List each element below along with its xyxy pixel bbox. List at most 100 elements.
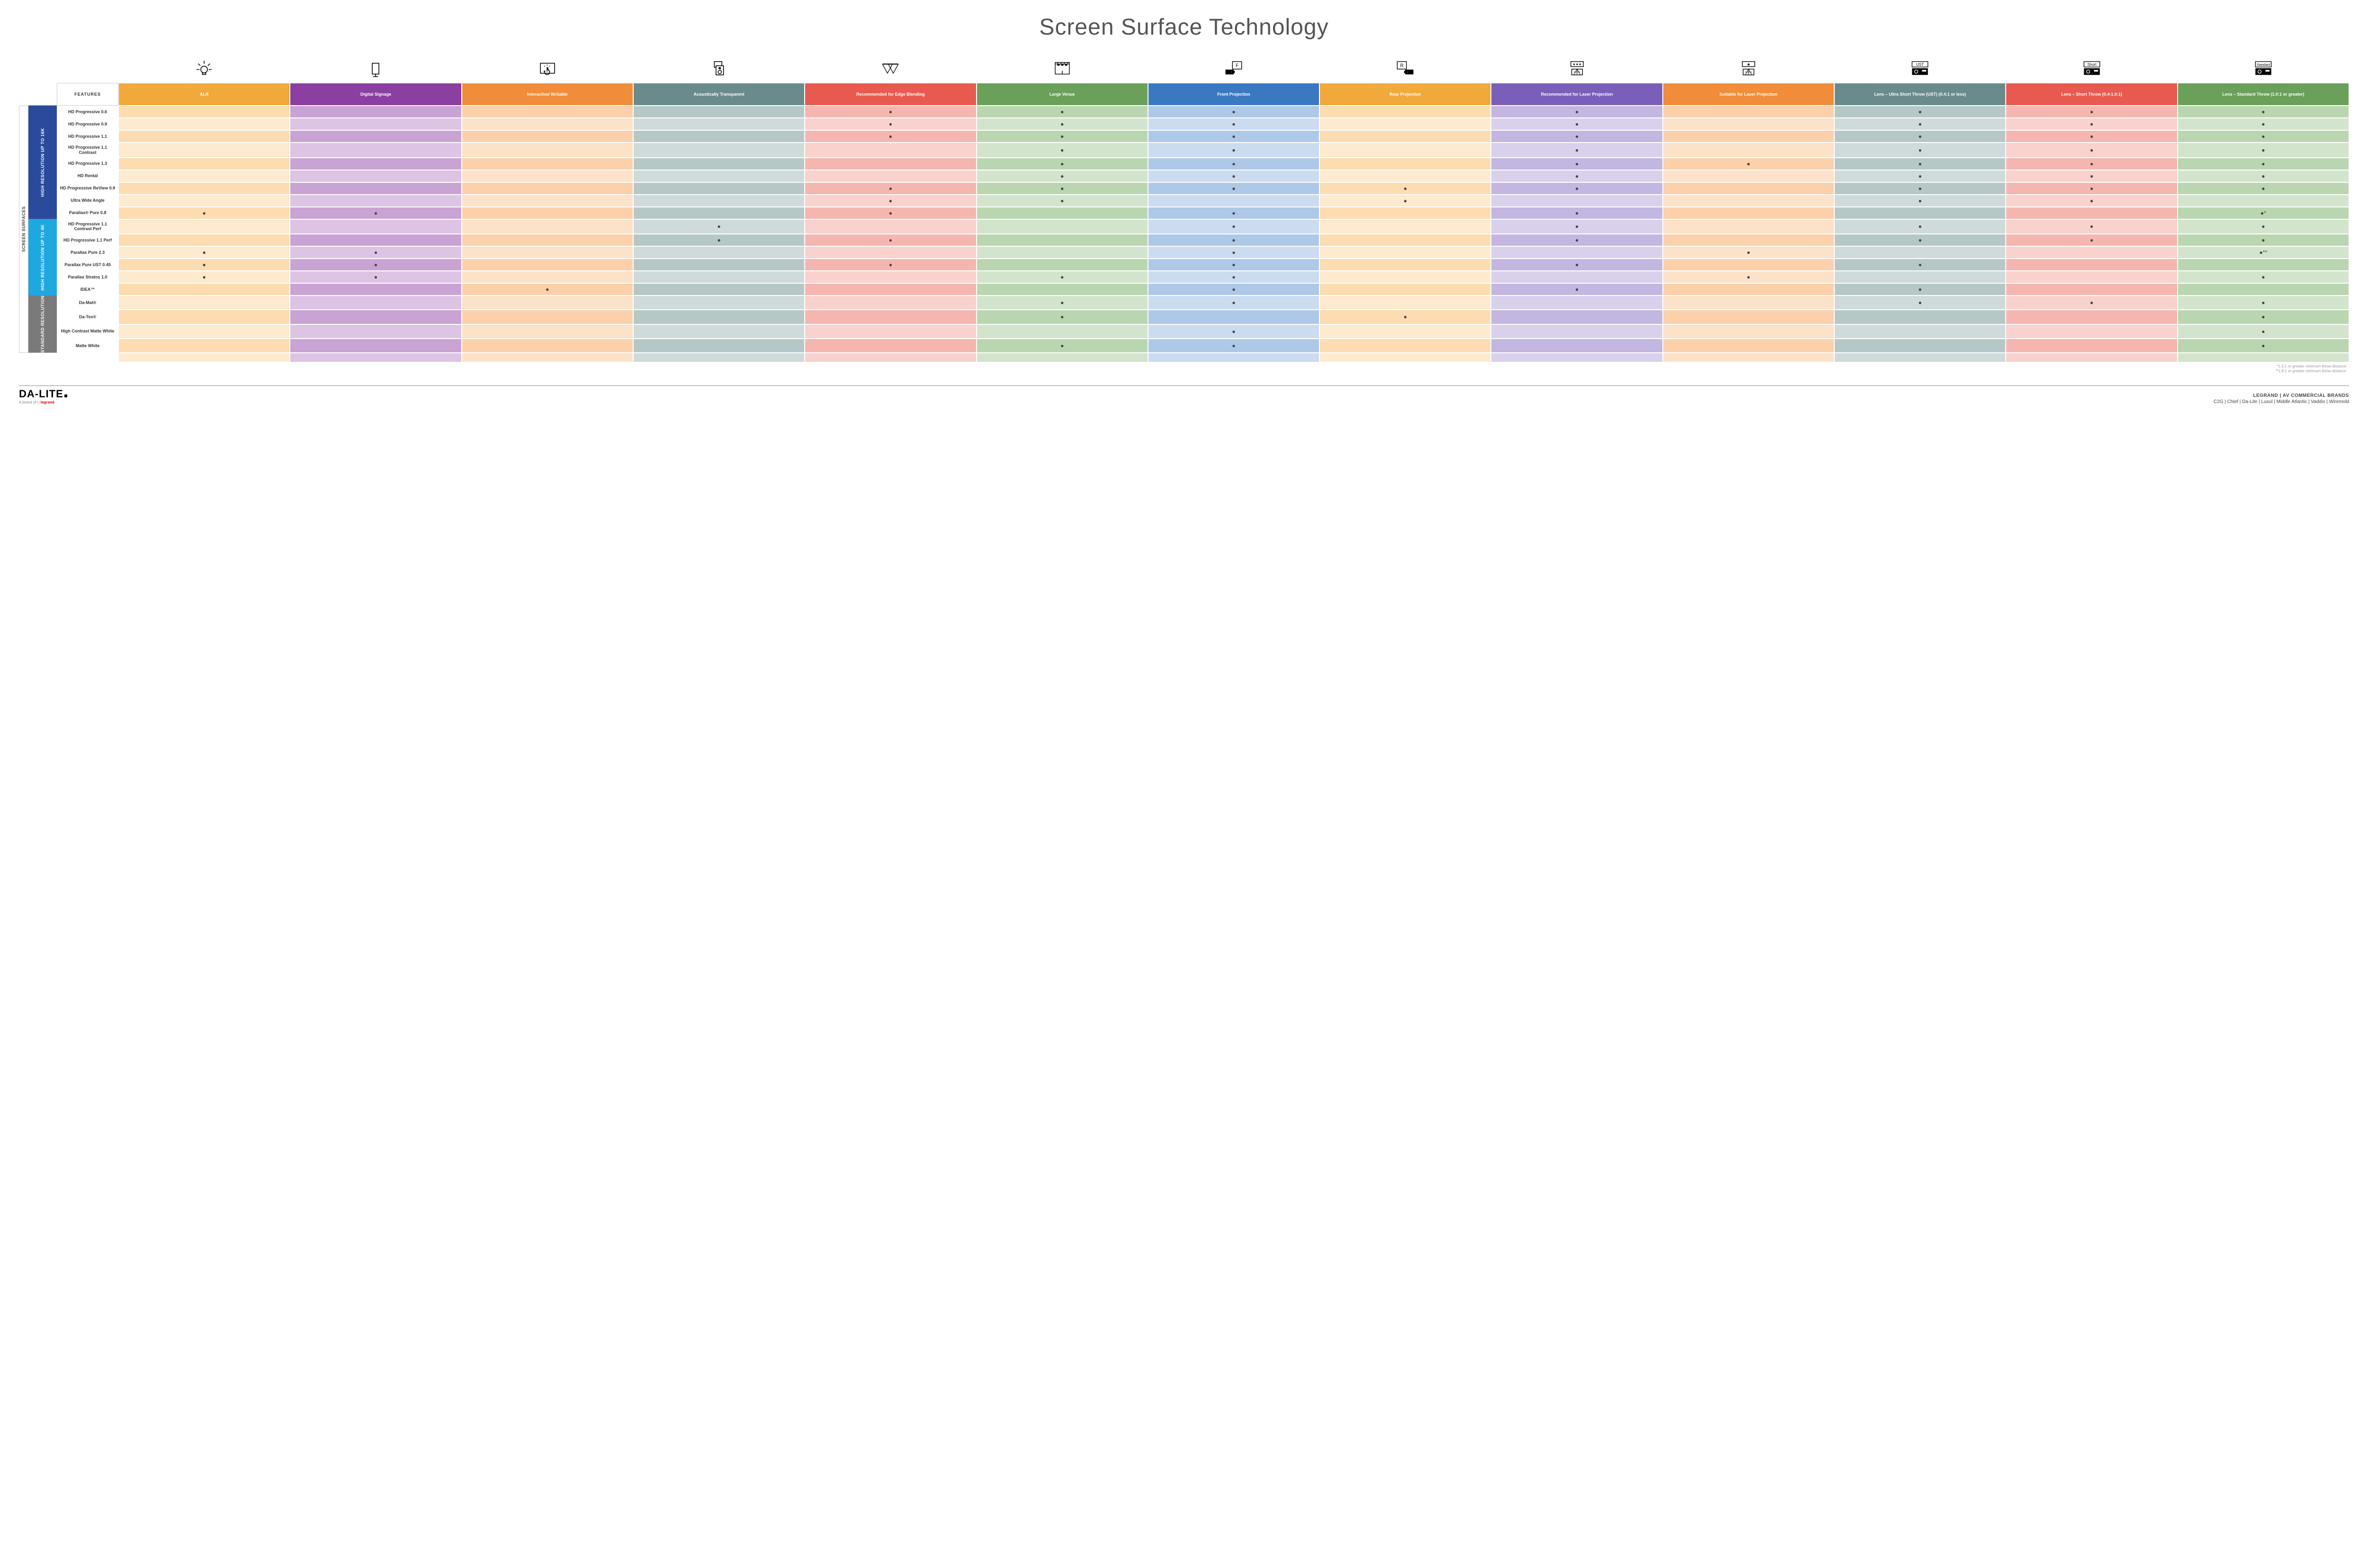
svg-text:★: ★ bbox=[1747, 62, 1750, 67]
svg-text:F: F bbox=[1236, 63, 1238, 68]
table-cell bbox=[1491, 339, 1662, 353]
table-cell bbox=[2006, 310, 2177, 324]
table-cell bbox=[1319, 353, 1491, 362]
table-cell: ● bbox=[2178, 324, 2349, 339]
table-cell bbox=[805, 143, 976, 158]
table-cell bbox=[633, 324, 805, 339]
column-icon bbox=[118, 54, 290, 83]
table-cell bbox=[977, 283, 1148, 296]
table-cell: ● bbox=[2178, 106, 2349, 118]
table-cell bbox=[290, 283, 461, 296]
table-cell bbox=[1491, 310, 1662, 324]
table-cell bbox=[2006, 324, 2177, 339]
table-cell bbox=[290, 234, 461, 246]
table-cell: ● bbox=[1834, 219, 2006, 234]
table-cell bbox=[290, 106, 461, 118]
table-cell: ● bbox=[1148, 118, 1319, 130]
table-cell bbox=[462, 310, 633, 324]
table-cell: ● bbox=[805, 259, 976, 271]
column-icon bbox=[805, 54, 976, 83]
table-cell bbox=[1663, 195, 1834, 207]
table-cell bbox=[1319, 339, 1491, 353]
row-label: Da-Tex® bbox=[57, 310, 118, 324]
table-cell bbox=[290, 324, 461, 339]
table-cell bbox=[633, 195, 805, 207]
brand-logo-subtitle: A brand of □ legrand bbox=[19, 400, 67, 404]
row-label: IDEA™ bbox=[57, 283, 118, 296]
column-icon: F bbox=[1148, 54, 1319, 83]
table-cell: ● bbox=[1148, 271, 1319, 283]
table-cell: ● bbox=[1491, 158, 1662, 170]
table-cell: ● bbox=[977, 143, 1148, 158]
table-cell: ● bbox=[1834, 259, 2006, 271]
table-cell bbox=[118, 219, 290, 234]
table-cell: ● bbox=[805, 207, 976, 219]
table-cell bbox=[1663, 324, 1834, 339]
table-cell bbox=[462, 324, 633, 339]
table-cell: ● bbox=[1491, 118, 1662, 130]
table-cell bbox=[1834, 207, 2006, 219]
row-label: HD Progressive 0.9 bbox=[57, 118, 118, 130]
table-cell bbox=[118, 296, 290, 310]
table-cell bbox=[2178, 195, 2349, 207]
table-cell: ● bbox=[1148, 296, 1319, 310]
table-cell bbox=[1663, 234, 1834, 246]
table-cell: ● bbox=[1834, 234, 2006, 246]
row-label: Matte White bbox=[57, 339, 118, 353]
table-cell: ● bbox=[2006, 130, 2177, 143]
comparison-table: FR★★★★USTShortStandardFEATURESALRDigital… bbox=[19, 54, 2349, 376]
table-cell: ● bbox=[805, 130, 976, 143]
row-label: Parallax Pure 2.3 bbox=[57, 246, 118, 259]
column-icon: Short bbox=[2006, 54, 2177, 83]
table-cell: ● bbox=[1148, 324, 1319, 339]
table-cell: ● bbox=[2178, 130, 2349, 143]
column-header: Recommended for Edge Blending bbox=[805, 83, 976, 106]
row-label: Parallax® Pure 0.8 bbox=[57, 207, 118, 219]
table-cell bbox=[1834, 324, 2006, 339]
table-cell bbox=[1319, 234, 1491, 246]
table-cell bbox=[118, 143, 290, 158]
table-cell: ● bbox=[1148, 182, 1319, 195]
table-cell bbox=[462, 106, 633, 118]
table-cell bbox=[462, 246, 633, 259]
table-cell: ● bbox=[1491, 259, 1662, 271]
table-cell bbox=[633, 106, 805, 118]
table-cell: ● bbox=[1491, 219, 1662, 234]
table-cell bbox=[290, 182, 461, 195]
table-cell: ● bbox=[977, 158, 1148, 170]
table-cell: ● bbox=[118, 271, 290, 283]
table-cell bbox=[2006, 207, 2177, 219]
table-cell bbox=[2006, 246, 2177, 259]
table-cell bbox=[290, 296, 461, 310]
table-cell: ● bbox=[1148, 234, 1319, 246]
table-cell bbox=[462, 170, 633, 182]
table-cell bbox=[805, 324, 976, 339]
table-cell: ● bbox=[633, 219, 805, 234]
table-cell: ● bbox=[1663, 271, 1834, 283]
table-cell bbox=[118, 310, 290, 324]
table-cell bbox=[290, 310, 461, 324]
table-cell bbox=[1663, 259, 1834, 271]
table-cell: ● bbox=[805, 106, 976, 118]
table-cell: ● bbox=[118, 207, 290, 219]
features-header: FEATURES bbox=[57, 83, 118, 106]
table-cell: ● bbox=[1491, 106, 1662, 118]
footnotes: *1.5:1 or greater minimum throw distance… bbox=[118, 362, 2349, 376]
table-cell bbox=[290, 143, 461, 158]
table-cell bbox=[2178, 283, 2349, 296]
table-cell: ● bbox=[1148, 170, 1319, 182]
row-label: HD Progressive 0.6 bbox=[57, 106, 118, 118]
table-cell bbox=[118, 283, 290, 296]
table-cell bbox=[118, 324, 290, 339]
table-cell: ● bbox=[1834, 143, 2006, 158]
table-cell bbox=[1663, 118, 1834, 130]
table-cell bbox=[1663, 106, 1834, 118]
footer: DA-LITE A brand of □ legrand LEGRAND | A… bbox=[19, 385, 2349, 404]
table-cell: ● bbox=[805, 182, 976, 195]
table-cell bbox=[805, 219, 976, 234]
table-cell: ● bbox=[2178, 182, 2349, 195]
table-cell: ● bbox=[805, 195, 976, 207]
table-cell bbox=[633, 296, 805, 310]
column-header: Recommended for Laser Projection bbox=[1491, 83, 1662, 106]
table-cell bbox=[1834, 246, 2006, 259]
